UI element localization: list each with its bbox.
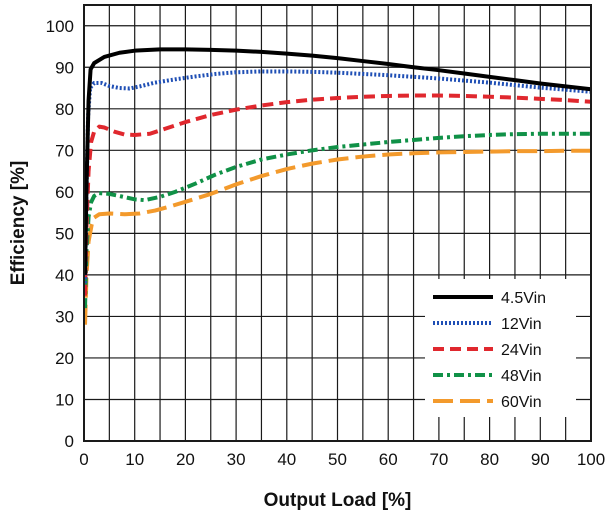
y-tick-label: 90 [55, 58, 74, 77]
legend-label: 12Vin [501, 316, 542, 333]
y-axis-title: Efficiency [%] [8, 161, 29, 286]
x-tick-label: 10 [125, 450, 144, 469]
x-tick-label: 40 [277, 450, 296, 469]
x-tick-label: 60 [379, 450, 398, 469]
x-tick-label: 0 [79, 450, 88, 469]
y-tick-label: 80 [55, 100, 74, 119]
tick-labels: 0 10 20 30 40 50 60 70 80 90 100 0 10 20 30 40 50 60 70 80 9… [46, 17, 606, 469]
x-tick-label: 30 [227, 450, 246, 469]
y-tick-label: 40 [55, 266, 74, 285]
y-tick-label: 70 [55, 141, 74, 160]
legend-label: 4.5Vin [501, 290, 546, 307]
legend-label: 60Vin [501, 394, 542, 411]
x-tick-label: 90 [531, 450, 550, 469]
x-tick-label: 80 [480, 450, 499, 469]
x-tick-label: 20 [176, 450, 195, 469]
x-tick-label: 50 [328, 450, 347, 469]
series-line-24vin [83, 93, 592, 296]
y-tick-label: 20 [55, 349, 74, 368]
series-line-4-5vin [83, 47, 592, 275]
y-tick-label: 60 [55, 183, 74, 202]
legend-label: 48Vin [501, 368, 542, 385]
x-tick-label: 100 [577, 450, 605, 469]
series-lines [83, 47, 592, 325]
y-tick-label: 10 [55, 390, 74, 409]
y-tick-label: 30 [55, 307, 74, 326]
legend: 4.5Vin 12Vin 24Vin 48Vin 60Vin [425, 279, 576, 417]
y-tick-label: 100 [46, 17, 74, 36]
x-tick-label: 70 [429, 450, 448, 469]
series-line-12vin [83, 69, 592, 284]
legend-label: 24Vin [501, 342, 542, 359]
x-axis-title: Output Load [%] [264, 490, 412, 511]
series-line-60vin [83, 148, 591, 325]
y-tick-label: 50 [55, 224, 74, 243]
y-tick-label: 0 [65, 432, 74, 451]
plot-frame [83, 4, 592, 442]
